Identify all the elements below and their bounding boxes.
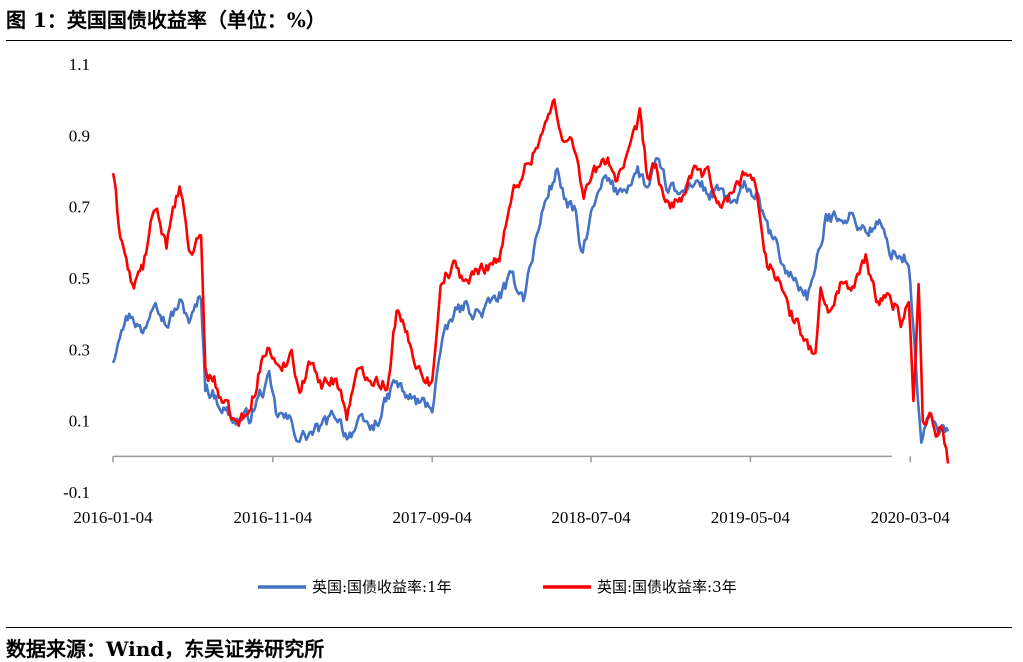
y-tick-label: -0.1 — [63, 483, 90, 502]
x-tick-label: 2020-03-04 — [871, 508, 951, 527]
y-tick-label: 0.7 — [69, 198, 91, 217]
y-tick-label: 0.5 — [69, 269, 90, 288]
legend-label: 英国:国债收益率:3年 — [597, 578, 737, 596]
x-tick-label: 2019-05-04 — [711, 508, 791, 527]
y-tick-label: 0.3 — [69, 340, 90, 359]
legend: 英国:国债收益率:1年 英国:国债收益率:3年 — [258, 578, 737, 596]
x-tick-label: 2016-11-04 — [234, 508, 313, 527]
x-tick-label: 2016-01-04 — [73, 508, 153, 527]
source-note: 数据来源：Wind，东吴证券研究所 — [6, 637, 325, 661]
x-axis: 2016-01-04 2016-11-04 2017-09-04 2018-07-04… — [73, 455, 951, 527]
y-axis-ticks: 1.1 0.9 0.7 0.5 0.3 0.1 -0.1 — [63, 55, 90, 502]
y-tick-label: 0.1 — [69, 412, 90, 431]
series-line-1y — [111, 157, 950, 444]
x-tick-label: 2017-09-04 — [393, 508, 473, 527]
x-tick-label: 2018-07-04 — [551, 508, 631, 527]
legend-label: 英国:国债收益率:1年 — [312, 578, 452, 596]
bottom-rule — [6, 627, 1012, 628]
series-lines — [111, 98, 950, 464]
y-tick-label: 0.9 — [69, 126, 90, 145]
top-rule — [6, 40, 1012, 41]
y-tick-label: 1.1 — [69, 55, 90, 74]
series-line-3y — [111, 98, 950, 464]
figure-title: 图 1：英国国债收益率（单位：%） — [6, 8, 326, 32]
